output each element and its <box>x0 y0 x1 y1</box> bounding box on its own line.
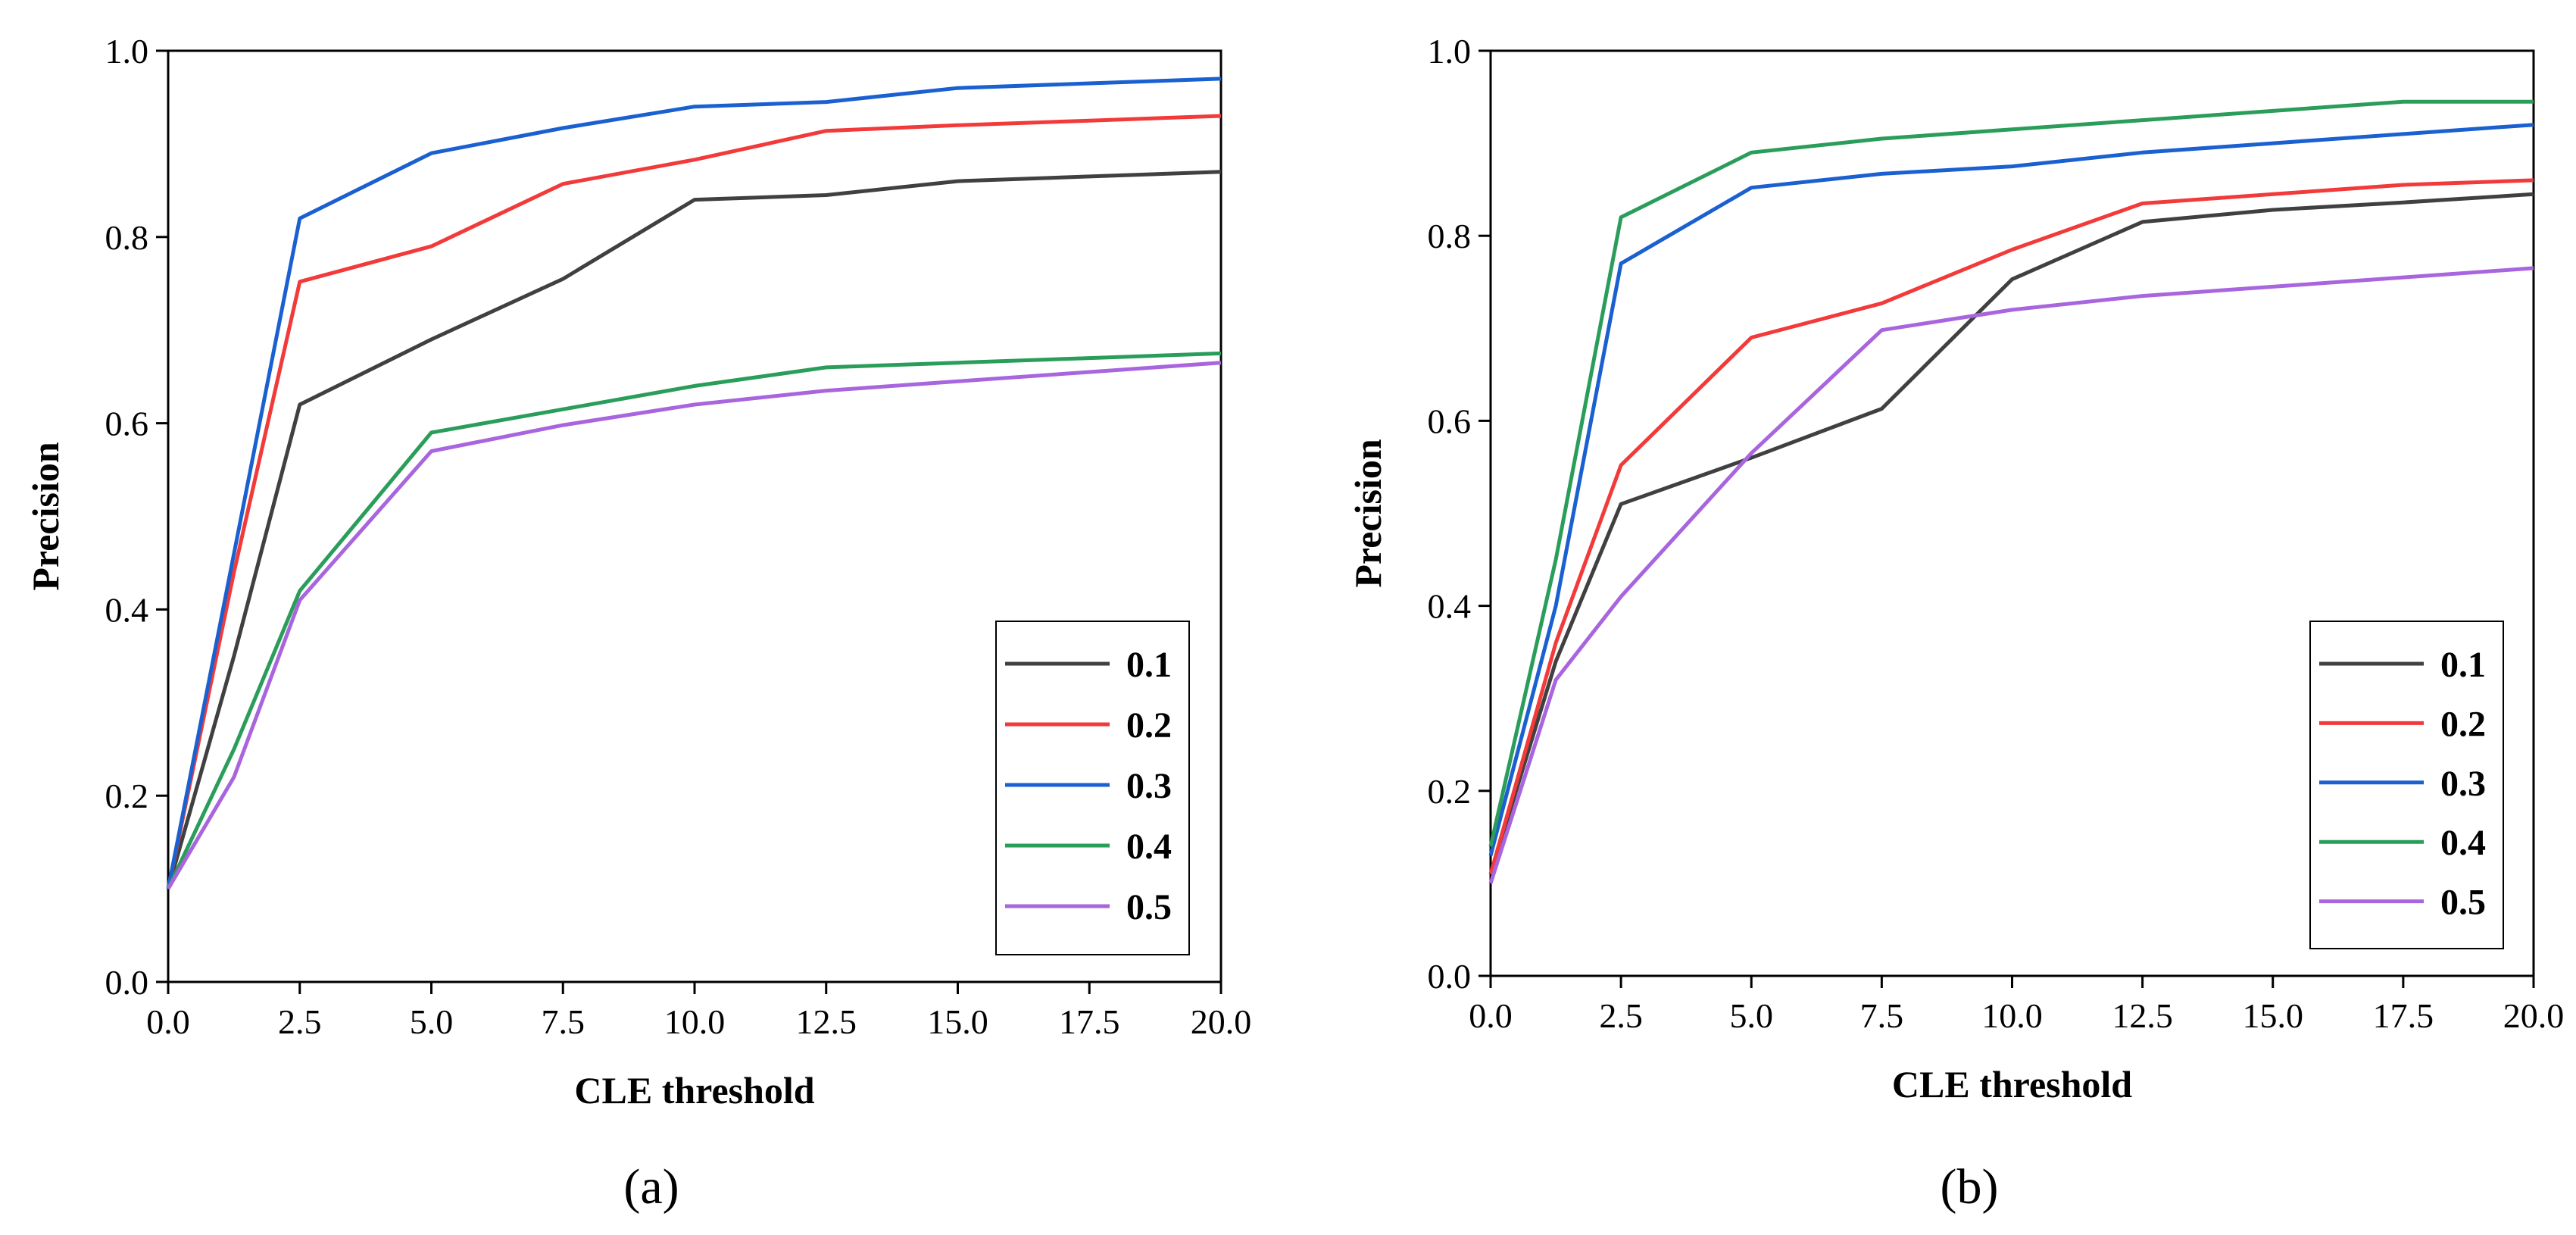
legend-label: 0.1 <box>1126 645 1172 685</box>
y-tick-label: 0.6 <box>1428 402 1472 440</box>
x-tick-label: 7.5 <box>1860 996 1904 1035</box>
panel-b: 0.0 2.5 5.0 7.5 10.0 12.5 15.0 17.5 20.0 0.0 0.2 0.… <box>1347 32 2564 1215</box>
panel-label: (b) <box>1941 1159 1999 1215</box>
x-tick-label: 17.5 <box>2373 996 2434 1035</box>
legend-label: 0.1 <box>2440 645 2486 685</box>
x-tick-label: 20.0 <box>1191 1002 1252 1041</box>
legend-label: 0.2 <box>2440 704 2486 744</box>
x-tick-label: 10.0 <box>1981 996 2043 1035</box>
x-tick-label: 7.5 <box>542 1002 585 1041</box>
y-tick-label: 0.0 <box>1428 957 1472 996</box>
x-axis-title: CLE threshold <box>1892 1063 2132 1105</box>
legend-label: 0.5 <box>1126 887 1172 927</box>
x-tick-label: 15.0 <box>2243 996 2304 1035</box>
series-line-0-5 <box>1488 266 2534 884</box>
y-tick-label: 0.6 <box>105 405 149 443</box>
y-tick-label: 0.2 <box>1428 772 1472 811</box>
y-tick-label: 0.2 <box>105 777 149 815</box>
y-tick-label: 0.8 <box>105 218 149 257</box>
legend-box <box>2309 621 2504 949</box>
legend-box <box>995 621 1190 955</box>
legend-label: 0.3 <box>2440 764 2486 804</box>
x-tick-label: 15.0 <box>927 1002 988 1041</box>
series-line-0-5 <box>166 361 1222 890</box>
legend-label: 0.3 <box>1126 766 1172 806</box>
series-line-0-3 <box>166 77 1222 890</box>
x-tick-label: 0.0 <box>1469 996 1513 1035</box>
y-tick-label: 0.4 <box>1428 587 1472 626</box>
y-tick-label: 0.8 <box>1428 217 1472 255</box>
x-axis-title: CLE threshold <box>574 1069 814 1112</box>
x-tick-label: 17.5 <box>1059 1002 1120 1041</box>
legend-label: 0.5 <box>2440 883 2486 923</box>
x-tick-label: 5.0 <box>1730 996 1774 1035</box>
series-line-0-3 <box>1488 123 2534 856</box>
x-tick-label: 0.0 <box>146 1002 190 1041</box>
y-axis-title: Precision <box>1347 439 1389 587</box>
panel-label: (a) <box>623 1159 679 1215</box>
series-line-0-2 <box>1488 178 2534 875</box>
y-tick-label: 1.0 <box>1428 32 1472 70</box>
series-line-0-4 <box>166 351 1222 890</box>
x-tick-label: 12.5 <box>2112 996 2173 1035</box>
x-tick-label: 2.5 <box>278 1002 322 1041</box>
y-tick-label: 0.4 <box>105 590 149 629</box>
legend-label: 0.4 <box>2440 823 2486 863</box>
y-axis-title: Precision <box>24 442 67 590</box>
series-line-0-1 <box>1488 192 2534 875</box>
series-line-0-1 <box>166 170 1222 890</box>
series-line-0-2 <box>166 114 1222 890</box>
x-tick-label: 5.0 <box>410 1002 454 1041</box>
x-tick-label: 20.0 <box>2503 996 2565 1035</box>
x-tick-label: 2.5 <box>1599 996 1643 1035</box>
legend-label: 0.2 <box>1126 705 1172 746</box>
panel-a: 0.0 2.5 5.0 7.5 10.0 12.5 15.0 17.5 20.0 0.0 0.2 0.… <box>24 32 1251 1215</box>
x-tick-label: 10.0 <box>664 1002 726 1041</box>
legend-label: 0.4 <box>1126 827 1172 867</box>
x-tick-label: 12.5 <box>796 1002 857 1041</box>
series-line-0-4 <box>1488 99 2534 847</box>
y-tick-label: 0.0 <box>105 963 149 1002</box>
y-tick-label: 1.0 <box>105 32 149 70</box>
